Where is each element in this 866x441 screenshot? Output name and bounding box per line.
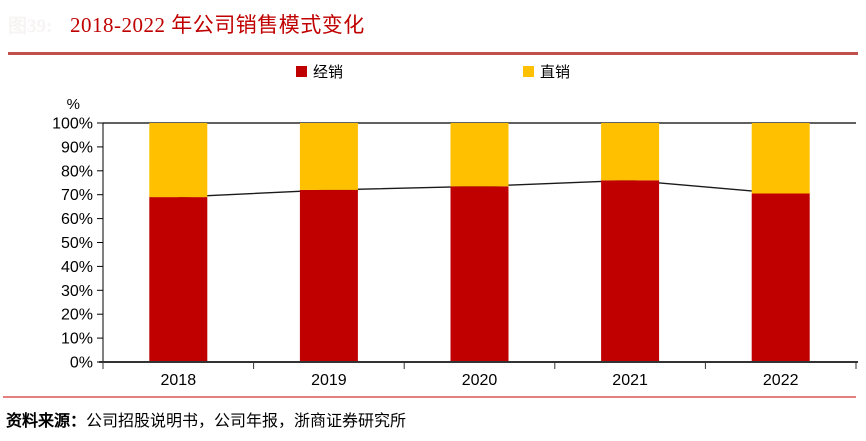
bar-segment-经销-2018 [149, 197, 208, 362]
bar-segment-经销-2022 [751, 193, 810, 362]
bar-segment-直销-2018 [149, 123, 208, 198]
legend-label: 经销 [312, 65, 343, 81]
y-tick-label: 0% [70, 355, 93, 372]
legend-swatch-icon [523, 66, 534, 77]
legend-item-经销: 经销 [295, 61, 343, 82]
bar-segment-直销-2022 [751, 123, 810, 194]
source-note: 资料来源：公司招股说明书，公司年报，浙商证券研究所 [6, 407, 406, 431]
y-tick-label: 70% [61, 187, 93, 204]
legend-label: 直销 [540, 65, 571, 81]
bar-segment-经销-2019 [299, 189, 358, 362]
y-tick-label: 80% [61, 163, 93, 180]
y-tick-label: 30% [61, 283, 93, 300]
chart-title: 2018-2022 年公司销售模式变化 [70, 13, 365, 37]
x-tick-label: 2022 [763, 372, 799, 389]
y-tick-label: 100% [52, 116, 93, 133]
x-tick-label: 2021 [612, 372, 648, 389]
bar-segment-经销-2020 [450, 186, 509, 362]
bar-segment-直销-2021 [601, 123, 660, 181]
source-label: 资料来源： [6, 413, 87, 430]
legend-swatch-icon [295, 66, 307, 77]
y-tick-label: 20% [61, 307, 93, 324]
y-tick-label: 50% [61, 235, 93, 252]
title-divider [8, 52, 858, 55]
y-axis-unit-label: % [66, 96, 80, 113]
y-tick-label: 10% [61, 331, 93, 348]
legend-item-直销: 直销 [523, 61, 570, 82]
y-tick-label: 90% [61, 139, 93, 156]
x-tick-label: 2019 [311, 372, 347, 389]
y-tick-label: 40% [61, 259, 93, 276]
source-text: 公司招股说明书，公司年报，浙商证券研究所 [86, 413, 407, 430]
bar-segment-经销-2021 [601, 180, 660, 362]
x-tick-label: 2018 [161, 372, 197, 389]
source-divider [3, 396, 856, 398]
x-tick-label: 2020 [462, 372, 498, 389]
chart-legend: 经销 直销 [0, 61, 866, 82]
bar-segment-直销-2019 [299, 123, 358, 190]
figure-number: 图39: [8, 16, 53, 37]
y-tick-label: 60% [61, 211, 93, 228]
bar-segment-直销-2020 [450, 123, 509, 187]
